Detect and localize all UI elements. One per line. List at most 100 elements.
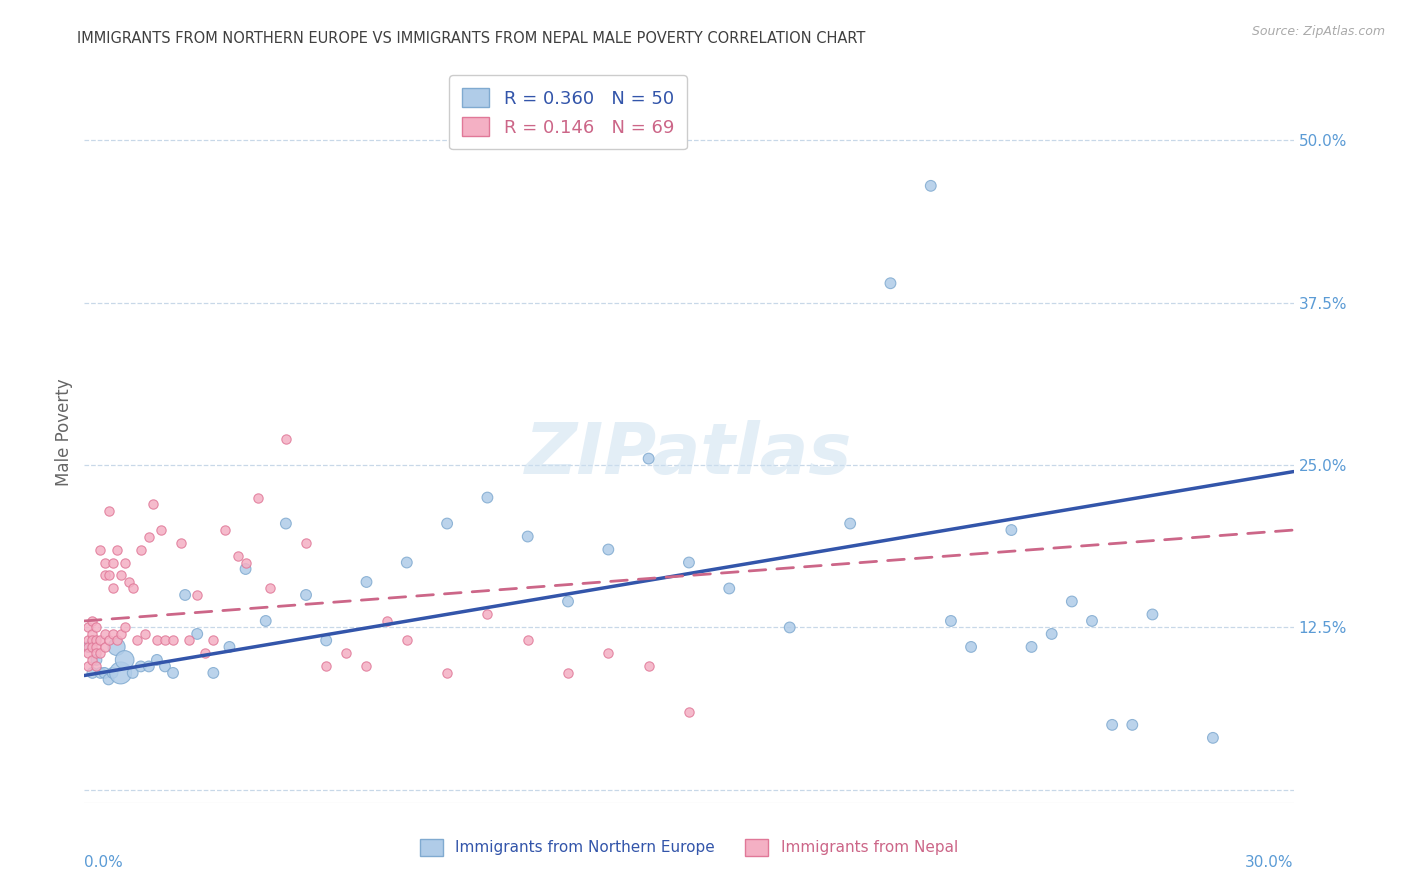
Point bbox=[557, 665, 579, 680]
Point bbox=[315, 633, 337, 648]
Point bbox=[82, 665, 104, 680]
Point bbox=[142, 497, 165, 511]
Point bbox=[77, 640, 100, 654]
Point bbox=[118, 574, 141, 589]
Point bbox=[105, 640, 128, 654]
Point bbox=[101, 665, 124, 680]
Point bbox=[436, 665, 458, 680]
Point bbox=[202, 633, 225, 648]
Point bbox=[1000, 523, 1022, 537]
Point bbox=[1060, 594, 1083, 608]
Point bbox=[125, 633, 148, 648]
Point bbox=[82, 627, 104, 641]
Point bbox=[335, 647, 357, 661]
Point bbox=[315, 659, 337, 673]
Point bbox=[162, 633, 184, 648]
Legend: Immigrants from Northern Europe, Immigrants from Nepal: Immigrants from Northern Europe, Immigra… bbox=[413, 833, 965, 862]
Point bbox=[129, 542, 152, 557]
Y-axis label: Male Poverty: Male Poverty bbox=[55, 379, 73, 486]
Point bbox=[179, 633, 201, 648]
Point bbox=[101, 582, 124, 596]
Point bbox=[214, 523, 236, 537]
Point bbox=[86, 620, 108, 634]
Point bbox=[516, 633, 538, 648]
Point bbox=[114, 556, 136, 570]
Point bbox=[86, 653, 108, 667]
Point bbox=[134, 627, 156, 641]
Point bbox=[174, 588, 197, 602]
Point bbox=[637, 659, 659, 673]
Point bbox=[226, 549, 249, 563]
Point bbox=[235, 556, 257, 570]
Point bbox=[93, 556, 115, 570]
Point bbox=[295, 536, 318, 550]
Point bbox=[557, 594, 579, 608]
Point bbox=[939, 614, 962, 628]
Point bbox=[718, 582, 741, 596]
Text: 30.0%: 30.0% bbox=[1246, 855, 1294, 870]
Point bbox=[194, 647, 217, 661]
Point bbox=[1021, 640, 1043, 654]
Point bbox=[598, 647, 620, 661]
Point bbox=[186, 588, 208, 602]
Point bbox=[77, 633, 100, 648]
Point bbox=[477, 491, 499, 505]
Point bbox=[93, 665, 115, 680]
Point bbox=[153, 659, 176, 673]
Text: ZIPatlas: ZIPatlas bbox=[526, 420, 852, 490]
Point bbox=[77, 647, 100, 661]
Point bbox=[86, 659, 108, 673]
Point bbox=[235, 562, 257, 576]
Point bbox=[170, 536, 193, 550]
Point bbox=[1202, 731, 1225, 745]
Point bbox=[97, 503, 120, 517]
Point bbox=[1040, 627, 1063, 641]
Point bbox=[110, 665, 132, 680]
Point bbox=[121, 665, 143, 680]
Point bbox=[93, 568, 115, 582]
Point bbox=[477, 607, 499, 622]
Point bbox=[101, 556, 124, 570]
Point bbox=[105, 542, 128, 557]
Point bbox=[93, 640, 115, 654]
Point bbox=[879, 277, 901, 291]
Point bbox=[86, 633, 108, 648]
Point bbox=[114, 620, 136, 634]
Point bbox=[246, 491, 269, 505]
Point bbox=[395, 556, 418, 570]
Point bbox=[153, 633, 176, 648]
Point bbox=[77, 659, 100, 673]
Point bbox=[146, 633, 169, 648]
Point bbox=[598, 542, 620, 557]
Point bbox=[82, 640, 104, 654]
Point bbox=[295, 588, 318, 602]
Point bbox=[218, 640, 240, 654]
Point bbox=[186, 627, 208, 641]
Point bbox=[259, 582, 281, 596]
Point bbox=[93, 627, 115, 641]
Point bbox=[138, 659, 160, 673]
Point bbox=[839, 516, 862, 531]
Point bbox=[146, 653, 169, 667]
Point bbox=[436, 516, 458, 531]
Point bbox=[97, 633, 120, 648]
Point bbox=[121, 582, 143, 596]
Point bbox=[1101, 718, 1123, 732]
Point bbox=[356, 574, 378, 589]
Point bbox=[82, 614, 104, 628]
Point bbox=[110, 627, 132, 641]
Point bbox=[89, 647, 111, 661]
Point bbox=[254, 614, 277, 628]
Point bbox=[920, 178, 942, 193]
Point bbox=[114, 653, 136, 667]
Point bbox=[356, 659, 378, 673]
Point bbox=[779, 620, 801, 634]
Point bbox=[86, 640, 108, 654]
Point bbox=[1142, 607, 1164, 622]
Point bbox=[89, 665, 111, 680]
Point bbox=[129, 659, 152, 673]
Point bbox=[274, 432, 297, 446]
Point bbox=[110, 568, 132, 582]
Point bbox=[86, 647, 108, 661]
Point bbox=[375, 614, 398, 628]
